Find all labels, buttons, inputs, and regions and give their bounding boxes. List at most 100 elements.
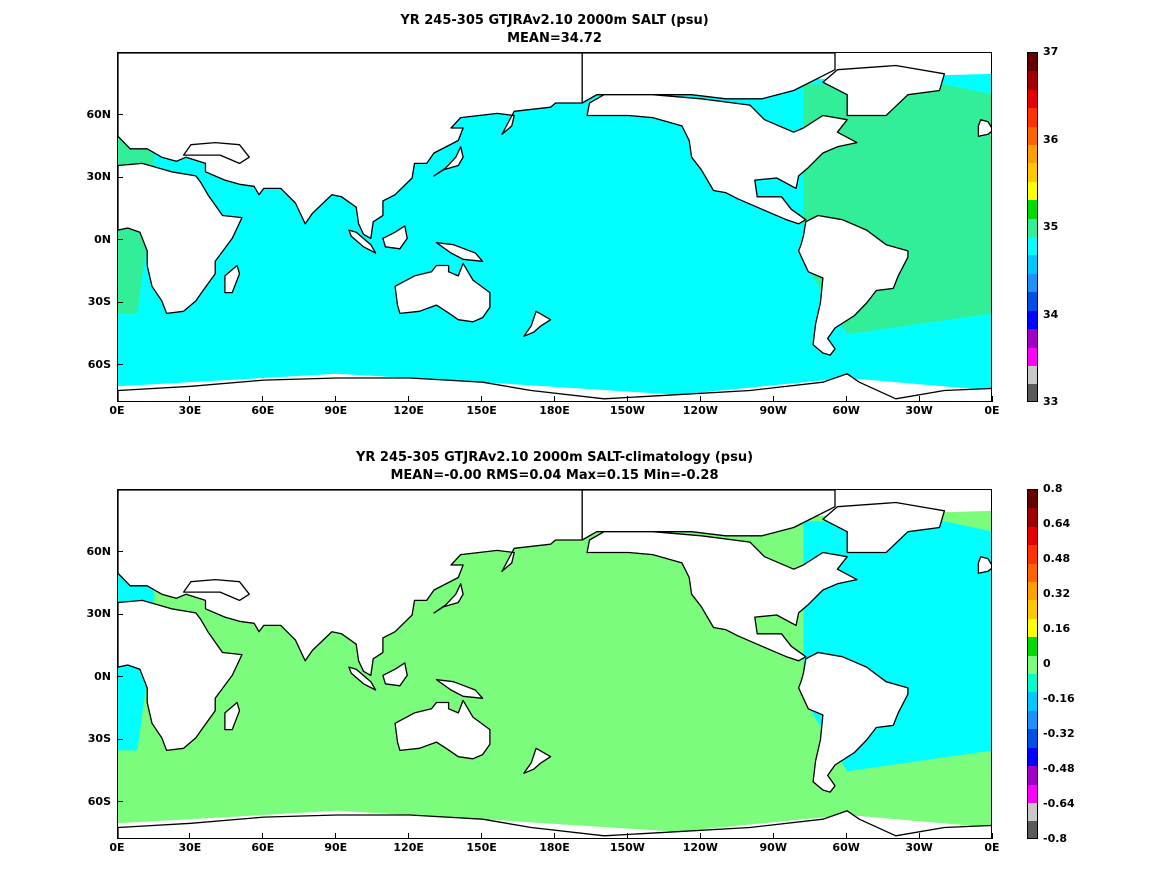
tick-mark	[117, 738, 123, 740]
plot1-colorbar	[1027, 52, 1038, 402]
x-tick-label: 0E	[984, 404, 1000, 417]
sumatra-land	[348, 229, 377, 254]
x-tick-label: 180E	[539, 841, 570, 854]
colorbar-cell	[1028, 637, 1037, 656]
colorbar-cell	[1028, 218, 1037, 238]
europe-asia-land	[118, 53, 583, 240]
colorbar-tick-label: -0.64	[1043, 797, 1075, 810]
colorbar-cell	[1028, 508, 1037, 527]
tick-mark	[117, 114, 123, 115]
uk-land	[977, 119, 991, 137]
caspian-black-land	[182, 578, 250, 602]
europe-asia-land	[118, 490, 583, 677]
x-tick-label: 180E	[539, 404, 570, 417]
x-tick-label: 30W	[905, 404, 933, 417]
caspian-black-land	[182, 141, 250, 165]
y-tick-label: 30S	[87, 732, 111, 745]
new-guinea-land	[435, 678, 484, 699]
tick-mark	[408, 833, 410, 839]
colorbar-cell	[1028, 126, 1037, 146]
antarctica-land	[118, 373, 991, 401]
tick-mark	[189, 396, 191, 402]
colorbar-cell	[1028, 89, 1037, 109]
australia-land	[394, 262, 491, 323]
plot2-colorbar	[1027, 489, 1038, 839]
tick-mark	[626, 833, 628, 839]
colorbar-tick-label: 0.64	[1043, 517, 1071, 530]
tick-mark	[117, 301, 123, 303]
x-tick-label: 90W	[759, 841, 787, 854]
tick-mark	[554, 396, 555, 402]
madagascar-land	[224, 701, 241, 731]
colorbar-tick-label: 34	[1043, 307, 1059, 321]
tick-mark	[117, 364, 123, 365]
colorbar-tick-label: -0.16	[1043, 692, 1075, 705]
borneo-land	[382, 225, 408, 250]
colorbar-cell	[1028, 255, 1037, 274]
plot2-subtitle-text: MEAN=-0.00 RMS=0.04 Max=0.15 Min=-0.28	[390, 468, 719, 483]
colorbar-cell	[1028, 618, 1037, 638]
y-tick-label: 60S	[87, 794, 111, 808]
new-zealand-land	[523, 747, 552, 774]
colorbar-cell	[1028, 784, 1037, 803]
colorbar-tick-label: 33	[1043, 395, 1059, 408]
tick-mark	[117, 239, 123, 240]
x-tick-label: 90E	[324, 841, 348, 854]
africa-land	[118, 599, 243, 752]
colorbar-cell	[1028, 526, 1037, 546]
tick-mark	[117, 801, 123, 802]
x-tick-label: 90W	[759, 404, 787, 417]
x-tick-label: 30E	[178, 404, 202, 417]
colorbar-cell	[1028, 766, 1037, 785]
tick-mark	[117, 613, 123, 615]
new-guinea-land	[435, 241, 484, 262]
tick-mark	[991, 396, 993, 402]
tick-mark	[335, 833, 337, 839]
madagascar-land	[224, 264, 241, 294]
colorbar-cell	[1028, 600, 1037, 619]
colorbar-tick-label: 0	[1043, 657, 1051, 670]
tick-mark	[481, 396, 483, 402]
north-america-south	[586, 94, 858, 225]
x-tick-label: 0E	[109, 841, 125, 854]
x-tick-label: 150E	[466, 841, 497, 854]
colorbar-cell	[1028, 821, 1037, 838]
x-tick-label: 0E	[984, 841, 1000, 854]
plot2-title: YR 245-305 GTJRAv2.10 2000m SALT-climato…	[117, 449, 992, 485]
tick-mark	[699, 833, 701, 839]
colorbar-cell	[1028, 200, 1037, 219]
colorbar-cell	[1028, 292, 1037, 311]
japan-land	[433, 146, 464, 177]
greenland-land	[822, 64, 946, 117]
y-tick-label: 60N	[86, 107, 111, 121]
plot1-map	[117, 52, 992, 402]
tick-mark	[918, 396, 920, 402]
tick-mark	[481, 833, 483, 839]
tick-mark	[699, 396, 701, 402]
tick-mark	[262, 396, 264, 402]
south-america-land	[797, 214, 909, 356]
x-tick-label: 150W	[609, 841, 645, 854]
colorbar-cell	[1028, 71, 1037, 90]
x-tick-label: 60W	[832, 841, 860, 854]
map-svg	[118, 490, 991, 838]
colorbar-tick-label: 35	[1043, 220, 1059, 233]
x-tick-label: 0E	[109, 404, 125, 417]
uk-land	[977, 556, 991, 574]
colorbar-tick-label: 0.32	[1043, 587, 1071, 600]
colorbar-cell	[1028, 710, 1037, 730]
north-america-south	[586, 531, 858, 662]
colorbar-cell	[1028, 310, 1037, 330]
plot2-map	[117, 489, 992, 839]
plot2-title-text: YR 245-305 GTJRAv2.10 2000m SALT-climato…	[355, 450, 754, 465]
colorbar-tick-label: -0.8	[1043, 832, 1068, 845]
tick-mark	[554, 833, 555, 839]
antarctica-land	[118, 810, 991, 838]
colorbar-cell	[1028, 53, 1037, 72]
tick-mark	[117, 676, 123, 677]
x-tick-label: 120E	[393, 841, 424, 854]
australia-land	[394, 699, 491, 760]
greenland-land	[822, 501, 946, 554]
colorbar-cell	[1028, 108, 1037, 127]
tick-mark	[116, 396, 118, 402]
